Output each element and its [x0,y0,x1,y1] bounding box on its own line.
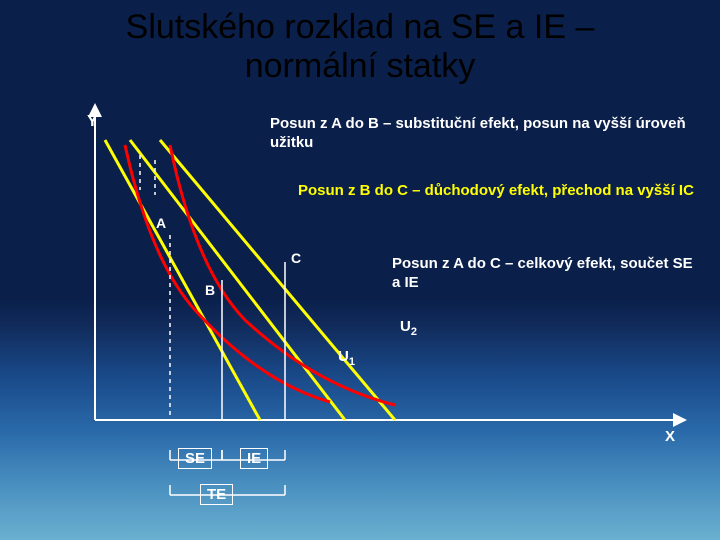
u2-sub: 2 [411,326,417,338]
u1-text: U [338,348,349,365]
indiff-curve-u2 [170,145,395,405]
label-se: SE [178,448,212,469]
u1-sub: 1 [349,356,355,368]
point-label-a: A [156,215,166,231]
slide-root: Slutského rozklad na SE a IE – normální … [0,0,720,540]
u2-text: U [400,318,411,335]
curve-label-u1: U1 [338,348,355,368]
chart-svg [0,0,720,540]
axis-label-x: X [665,428,675,445]
point-label-c: C [291,250,301,266]
curve-label-u2: U2 [400,318,417,338]
label-te: TE [200,484,233,505]
point-label-b: B [205,282,215,298]
label-ie: IE [240,448,268,469]
